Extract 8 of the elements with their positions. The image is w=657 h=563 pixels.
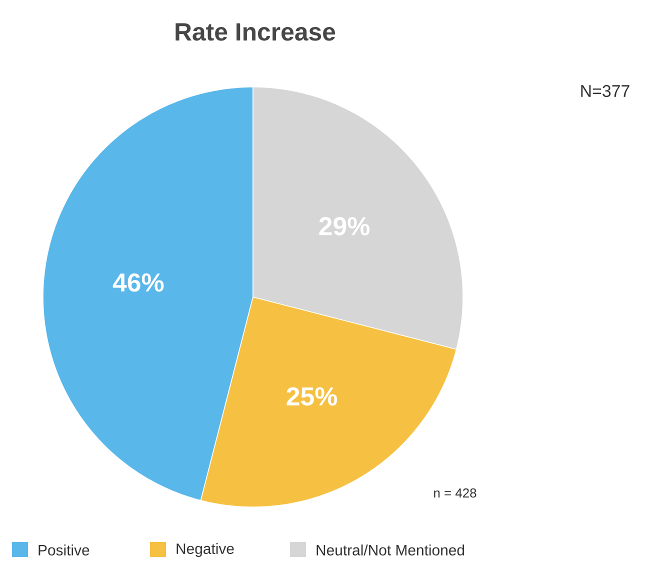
legend-label: Negative	[176, 543, 234, 557]
data-label: 46%	[112, 273, 164, 292]
text: n = 428	[434, 488, 476, 498]
text: N=377	[581, 85, 630, 97]
legend-label: Positive	[38, 544, 90, 556]
data-label: 25%	[286, 387, 338, 406]
chart-title: Rate Increase	[176, 23, 336, 41]
legend-label: Neutral/Not Mentioned	[316, 544, 464, 556]
